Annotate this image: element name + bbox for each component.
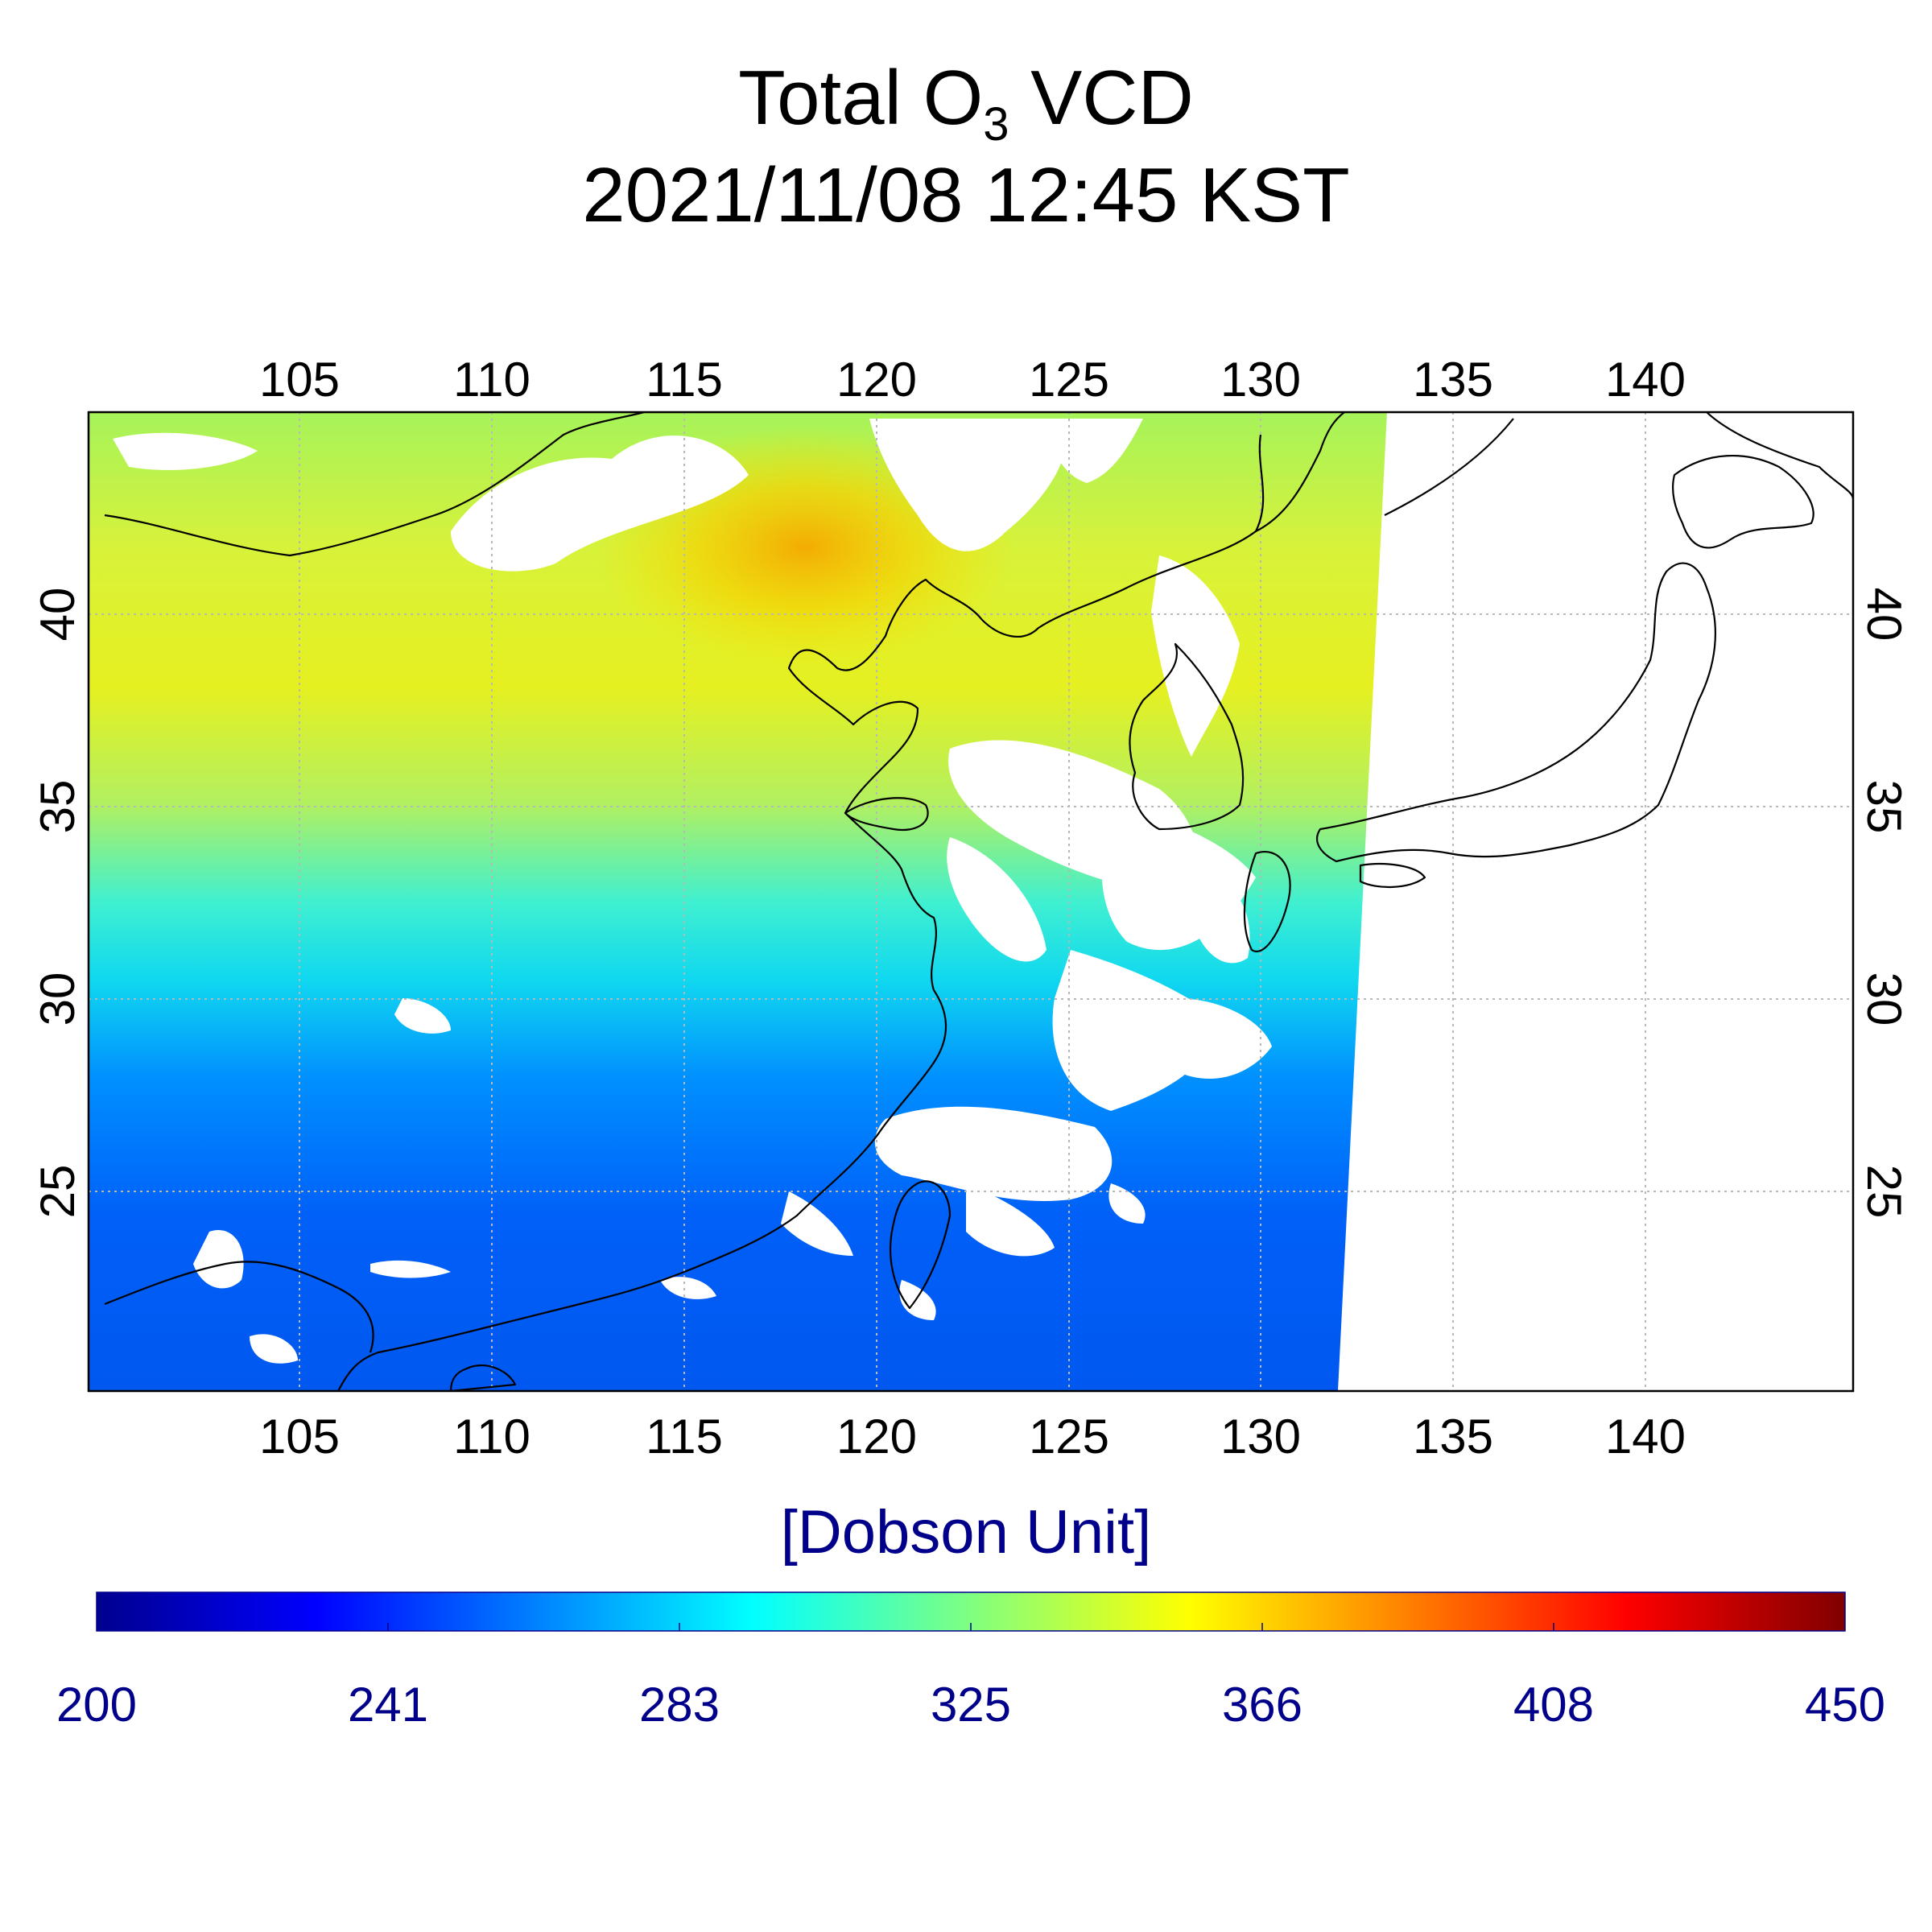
lon-tick-bottom-130: 130 xyxy=(1220,1410,1301,1463)
lat-tick-left-25: 25 xyxy=(31,1165,85,1219)
lon-ticks-bottom: 105 110 115 120 125 130 135 140 xyxy=(259,1410,1686,1463)
lon-tick-bottom-135: 135 xyxy=(1413,1410,1493,1463)
border-china-vietnam xyxy=(104,1261,374,1353)
lon-tick-top-140: 140 xyxy=(1605,353,1686,407)
lat-tick-left-40: 40 xyxy=(31,588,85,642)
coast-honshu xyxy=(1315,562,1717,863)
lat-tick-right-40: 40 xyxy=(1857,588,1911,642)
title-datetime: 2021/11/08 12:45 KST xyxy=(582,151,1350,238)
cloud-mask xyxy=(113,419,1272,1364)
colorbar-labels: 200 241 283 325 366 408 450 xyxy=(56,1678,1885,1732)
lon-ticks-top: 105 110 115 120 125 130 135 140 xyxy=(259,353,1686,407)
graticule xyxy=(89,412,1853,1391)
title-line-1: Total O3 VCD xyxy=(738,55,1194,151)
lon-tick-bottom-110: 110 xyxy=(453,1410,530,1463)
lat-ticks-left: 40 35 30 25 xyxy=(31,588,85,1219)
lat-tick-right-30: 30 xyxy=(1857,972,1911,1026)
lon-tick-top-135: 135 xyxy=(1413,353,1493,407)
lat-tick-right-35: 35 xyxy=(1857,780,1911,834)
colorbar-label-200: 200 xyxy=(56,1678,137,1732)
lon-tick-bottom-125: 125 xyxy=(1029,1410,1109,1463)
lon-tick-bottom-115: 115 xyxy=(646,1410,723,1463)
lon-tick-bottom-120: 120 xyxy=(836,1410,917,1463)
colorbar-ticks xyxy=(387,1623,1554,1631)
colorbar-unit: [Dobson Unit] xyxy=(780,1498,1152,1567)
lon-tick-top-115: 115 xyxy=(646,353,723,407)
colorbar-label-450: 450 xyxy=(1805,1678,1885,1732)
lon-tick-top-125: 125 xyxy=(1029,353,1109,407)
lon-tick-top-110: 110 xyxy=(453,353,530,407)
border-china-mongolia xyxy=(104,412,645,557)
lon-tick-top-130: 130 xyxy=(1220,353,1301,407)
colorbar-label-325: 325 xyxy=(931,1678,1011,1732)
colorbar-label-283: 283 xyxy=(639,1678,720,1732)
coast-kyushu xyxy=(1243,851,1291,952)
colorbar-label-366: 366 xyxy=(1222,1678,1302,1732)
ozone-field xyxy=(89,412,1387,1391)
lat-ticks-right: 40 35 30 25 xyxy=(1857,588,1911,1219)
lat-tick-left-35: 35 xyxy=(31,780,85,834)
lon-tick-top-120: 120 xyxy=(836,353,917,407)
colorbar-label-408: 408 xyxy=(1513,1678,1594,1732)
coast-hainan xyxy=(449,1364,517,1391)
lon-tick-bottom-105: 105 xyxy=(259,1410,340,1463)
map-frame xyxy=(87,411,1855,1393)
lat-tick-left-30: 30 xyxy=(31,972,85,1026)
coast-mainland-asia xyxy=(337,434,1265,1391)
coast-shandong xyxy=(844,797,929,832)
lon-tick-top-105: 105 xyxy=(259,353,340,407)
coast-korea xyxy=(1129,642,1245,831)
coast-sakhalin-russia xyxy=(1384,412,1853,516)
lon-tick-bottom-140: 140 xyxy=(1605,1410,1686,1463)
colorbar-label-241: 241 xyxy=(348,1678,428,1732)
lat-tick-right-25: 25 xyxy=(1857,1165,1911,1219)
title-subscript: 3 xyxy=(983,98,1009,151)
coastlines xyxy=(104,412,1853,1391)
coast-hokkaido xyxy=(1671,454,1814,549)
coast-taiwan xyxy=(889,1180,952,1310)
map-title: Total O3 VCD 2021/11/08 12:45 KST xyxy=(0,56,1932,237)
coast-shikoku xyxy=(1359,863,1426,888)
border-china-russia xyxy=(1255,412,1345,532)
